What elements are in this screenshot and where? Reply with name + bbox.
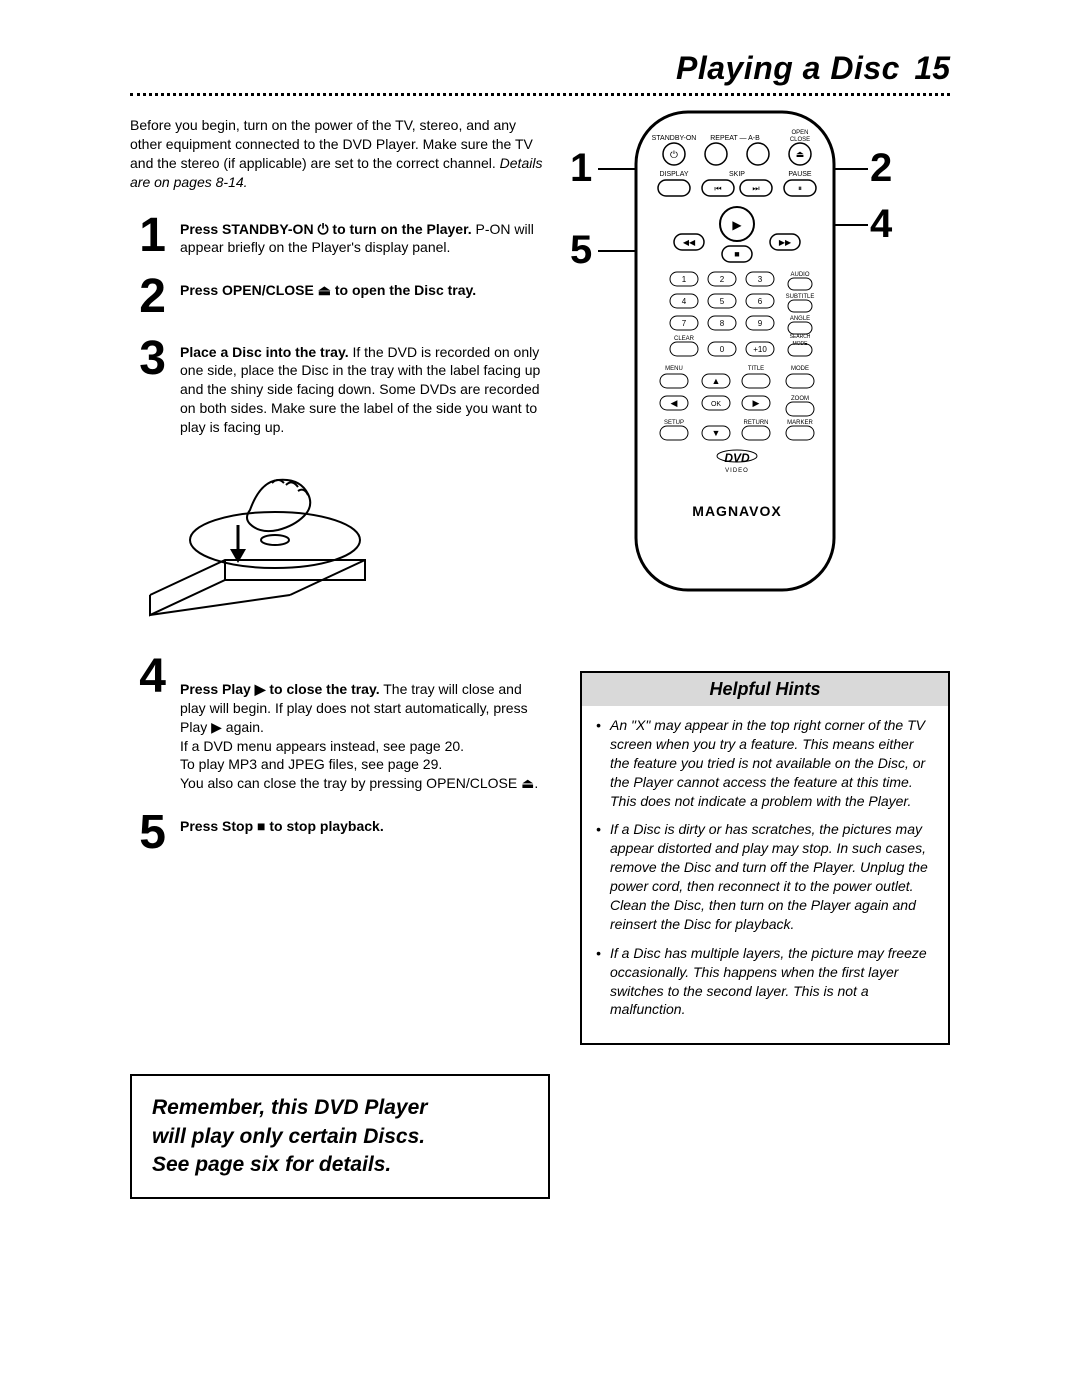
svg-text:■: ■ [734,249,739,259]
callout-5: 5 [570,228,592,273]
remember-line: See page six for details. [152,1153,391,1176]
helpful-hints-box: Helpful Hints An "X" may appear in the t… [580,671,950,1045]
svg-text:⏸: ⏸ [798,184,802,193]
remember-line: Remember, this DVD Player [152,1096,427,1119]
svg-text:0: 0 [720,345,725,354]
svg-text:AUDIO: AUDIO [790,272,809,278]
svg-text:▶: ▶ [732,218,742,232]
svg-text:◀◀: ◀◀ [683,238,696,247]
right-column: 1 2 5 4 STANDBY-ON REPEAT — A-B OPENCLOS… [580,116,950,1199]
callout-4: 4 [870,202,892,247]
step-text: Place a Disc into the tray. If the DVD i… [180,337,550,437]
svg-text:+10: +10 [753,345,767,354]
svg-text:RETURN: RETURN [744,420,769,426]
hint-item: If a Disc is dirty or has scratches, the… [596,820,934,933]
svg-text:▼: ▼ [712,428,721,438]
svg-text:MAGNAVOX: MAGNAVOX [692,503,781,519]
callout-1: 1 [570,146,592,191]
svg-text:SKIP: SKIP [729,171,745,178]
hints-body: An "X" may appear in the top right corne… [582,706,948,1043]
svg-text:CLEAR: CLEAR [674,336,695,342]
svg-text:ZOOM: ZOOM [791,396,809,402]
step-number: 3 [130,337,166,437]
step-4: 4 Press Play ▶ to close the tray. The tr… [130,655,550,793]
step-1: 1 Press STANDBY-ON ⏻ to turn on the Play… [130,214,550,258]
svg-text:▶▶: ▶▶ [779,238,792,247]
step-text: Press Play ▶ to close the tray. The tray… [180,655,550,793]
svg-text:OPENCLOSE: OPENCLOSE [790,130,810,143]
svg-text:MODE: MODE [791,366,809,372]
step-2: 2 Press OPEN/CLOSE ⏏ to open the Disc tr… [130,275,550,318]
step-number: 5 [130,811,166,854]
svg-text:7: 7 [682,319,687,328]
step-text: Press STANDBY-ON ⏻ to turn on the Player… [180,214,550,258]
svg-text:2: 2 [720,275,725,284]
svg-text:TITLE: TITLE [748,366,764,372]
svg-text:◀: ◀ [671,398,678,408]
remember-line: will play only certain Discs. [152,1125,425,1148]
svg-text:DISPLAY: DISPLAY [659,171,688,178]
svg-text:⏻: ⏻ [670,150,678,161]
page-header: Playing a Disc 15 [130,50,950,96]
svg-text:PAUSE: PAUSE [788,171,812,178]
content-columns: Before you begin, turn on the power of t… [130,116,950,1199]
svg-text:⏮: ⏮ [714,184,721,193]
svg-text:VIDEO: VIDEO [725,468,749,474]
svg-text:REPEAT — A-B: REPEAT — A-B [710,135,760,142]
svg-text:4: 4 [682,297,687,306]
svg-text:▶: ▶ [753,398,760,408]
step-5: 5 Press Stop ■ to stop playback. [130,811,550,854]
step-3: 3 Place a Disc into the tray. If the DVD… [130,337,550,437]
left-column: Before you begin, turn on the power of t… [130,116,550,1199]
svg-text:SETUP: SETUP [664,420,684,426]
svg-text:ANGLE: ANGLE [790,316,810,322]
svg-text:DVD: DVD [724,451,750,465]
svg-text:3: 3 [758,275,763,284]
svg-text:8: 8 [720,319,725,328]
svg-text:5: 5 [720,297,725,306]
disc-tray-illustration [130,455,550,625]
step-number: 1 [130,214,166,258]
step-number: 4 [130,655,166,793]
header-divider [130,93,950,96]
svg-text:⏏: ⏏ [796,149,805,159]
hint-item: If a Disc has multiple layers, the pictu… [596,944,934,1020]
intro-paragraph: Before you begin, turn on the power of t… [130,116,550,192]
svg-text:9: 9 [758,319,763,328]
page-title: Playing a Disc [676,50,900,86]
step-number: 2 [130,275,166,318]
svg-text:6: 6 [758,297,763,306]
svg-text:1: 1 [682,275,687,284]
svg-text:SUBTITLE: SUBTITLE [786,294,815,300]
svg-text:MENU: MENU [665,366,683,372]
intro-text: Before you begin, turn on the power of t… [130,117,533,171]
step-text: Press OPEN/CLOSE ⏏ to open the Disc tray… [180,275,476,318]
remote-illustration: STANDBY-ON REPEAT — A-B OPENCLOSE ⏻ ⏏ DI… [630,106,840,596]
svg-text:▲: ▲ [712,376,721,386]
manual-page: Playing a Disc 15 Before you begin, turn… [130,50,950,1199]
svg-text:MARKER: MARKER [787,420,813,426]
callout-2: 2 [870,146,892,191]
svg-text:OK: OK [711,401,721,408]
step-text: Press Stop ■ to stop playback. [180,811,384,854]
hint-item: An "X" may appear in the top right corne… [596,716,934,810]
svg-text:STANDBY-ON: STANDBY-ON [652,135,697,142]
hints-title: Helpful Hints [582,673,948,706]
svg-text:⏭: ⏭ [752,184,759,193]
remember-box: Remember, this DVD Player will play only… [130,1074,550,1199]
page-number: 15 [914,50,950,86]
